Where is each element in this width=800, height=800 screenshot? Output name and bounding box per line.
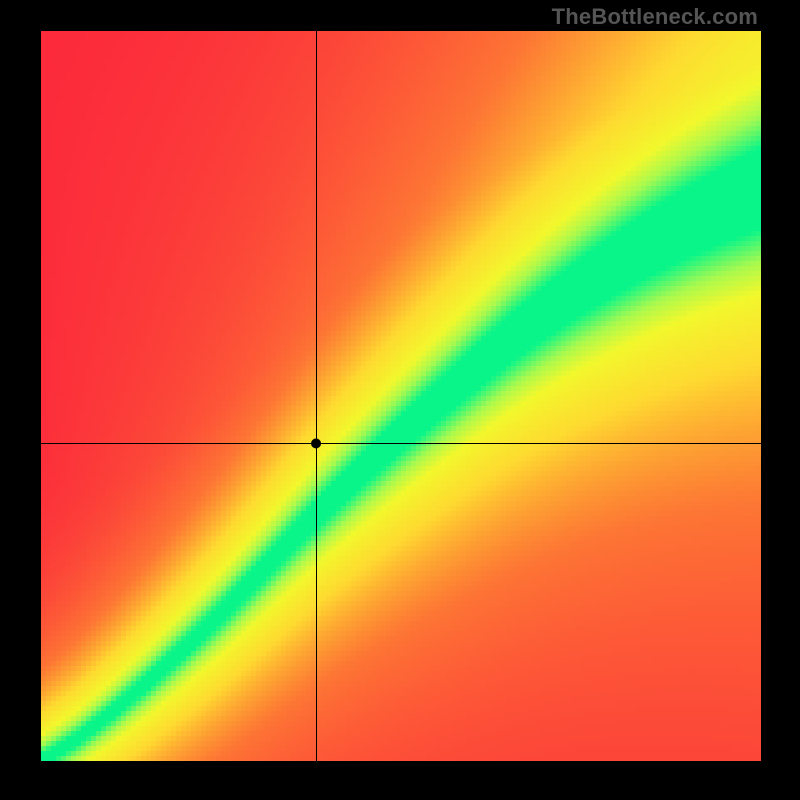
watermark-text: TheBottleneck.com	[552, 4, 758, 30]
chart-container: TheBottleneck.com	[0, 0, 800, 800]
heatmap-canvas	[41, 31, 761, 761]
